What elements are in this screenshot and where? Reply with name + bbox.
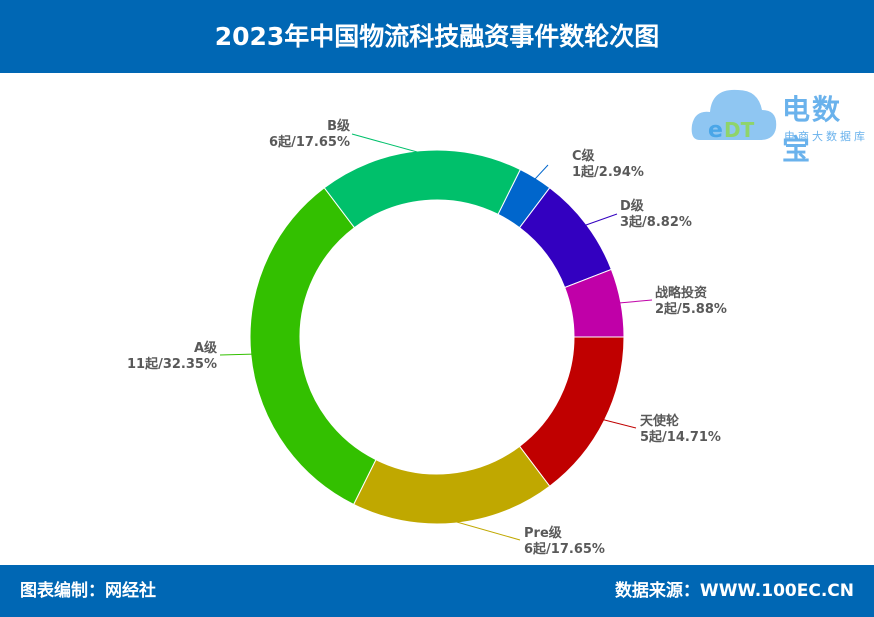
logo-subtitle: 电商大数据库 bbox=[784, 130, 868, 143]
slice-value-label: 6起/17.65% bbox=[524, 541, 605, 557]
slice-value-label: 3起/8.82% bbox=[620, 214, 692, 230]
slice-value-label: 2起/5.88% bbox=[655, 301, 727, 317]
slice-1 bbox=[352, 445, 551, 525]
leader-line-5 bbox=[584, 213, 618, 226]
svg-text:DT: DT bbox=[724, 118, 755, 142]
leader-line-4 bbox=[534, 164, 549, 181]
footer-credit: 图表编制：网经社 bbox=[20, 581, 156, 601]
slice-3 bbox=[323, 149, 522, 229]
slice-name-label: Pre级 bbox=[524, 525, 563, 541]
leader-line-0 bbox=[602, 418, 637, 429]
leader-line-2 bbox=[219, 353, 253, 356]
slice-name-label: C级 bbox=[572, 148, 596, 164]
slice-6 bbox=[564, 268, 625, 338]
slice-name-label: 天使轮 bbox=[640, 413, 679, 429]
cloud-logo-icon: e DT bbox=[691, 89, 777, 143]
slice-name-label: B级 bbox=[327, 118, 351, 134]
logo-name: 电数宝 bbox=[782, 93, 843, 166]
slice-value-label: 5起/14.71% bbox=[640, 429, 721, 445]
slice-name-label: D级 bbox=[620, 198, 645, 214]
slice-name-label: A级 bbox=[194, 340, 218, 356]
slice-2 bbox=[249, 187, 377, 506]
leader-line-1 bbox=[453, 520, 521, 541]
slice-name-label: 战略投资 bbox=[655, 285, 707, 301]
slice-0 bbox=[518, 336, 625, 487]
slice-value-label: 11起/32.35% bbox=[127, 356, 217, 372]
slice-value-label: 6起/17.65% bbox=[269, 134, 350, 150]
leader-line-6 bbox=[618, 299, 653, 304]
logo: e DT 电数宝 电商大数据库 bbox=[690, 80, 870, 166]
chart-title: 2023年中国物流科技融资事件数轮次图 bbox=[0, 0, 874, 73]
footer-source: 数据来源：WWW.100EC.CN bbox=[614, 581, 854, 601]
leader-line-3 bbox=[351, 133, 421, 154]
svg-text:e: e bbox=[708, 118, 723, 143]
slice-value-label: 1起/2.94% bbox=[572, 164, 644, 180]
